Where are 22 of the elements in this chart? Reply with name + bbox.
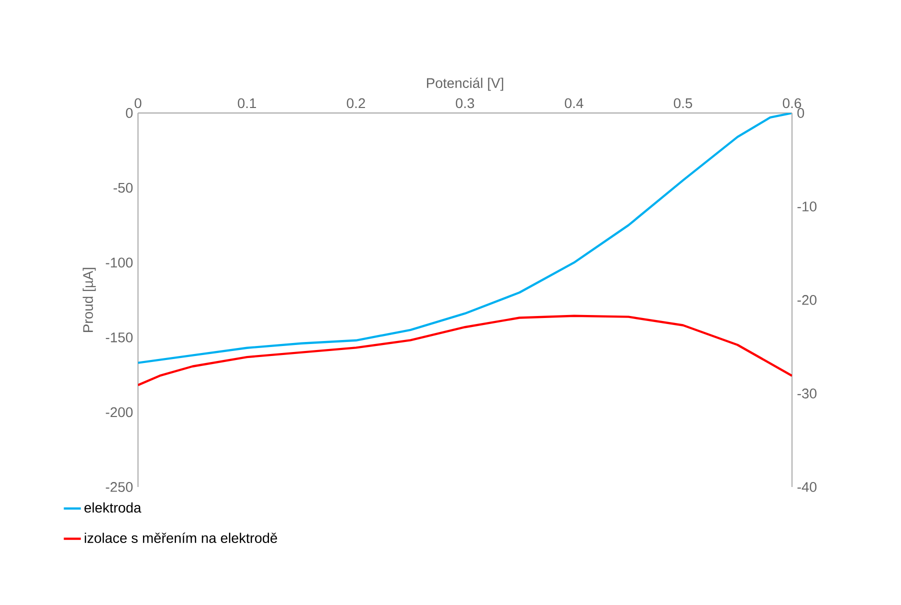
y-tick-label: -100 <box>106 258 133 268</box>
legend-label: elektroda <box>84 502 142 513</box>
x-tick-label: 0.4 <box>564 98 584 108</box>
y-tick-label: -50 <box>114 182 133 193</box>
x-axis-title: Potenciál [V] <box>426 78 504 91</box>
y-tick-label: -200 <box>106 407 133 418</box>
y2-tick-label: -20 <box>797 295 816 305</box>
x-tick-label: 0.2 <box>346 98 366 108</box>
y-tick-label: 0 <box>126 108 133 118</box>
x-tick-label: 0.6 <box>782 98 802 108</box>
y-axis-title: Proud [µA] <box>82 268 96 332</box>
x-tick-label: 0.1 <box>238 98 256 108</box>
y2-tick-label: -30 <box>797 388 816 398</box>
y2-tick-label: 0 <box>797 108 804 118</box>
y2-tick-label: -10 <box>797 202 816 212</box>
y2-tick-label: -40 <box>797 482 816 492</box>
legend-label: izolace s měřením na elektrodě <box>84 532 278 543</box>
y-tick-label: -150 <box>106 332 133 342</box>
x-tick-label: 0.3 <box>456 98 474 108</box>
x-tick-label: 0.5 <box>674 98 692 108</box>
y-tick-label: -250 <box>106 482 133 492</box>
x-tick-label: 0 <box>134 98 142 108</box>
